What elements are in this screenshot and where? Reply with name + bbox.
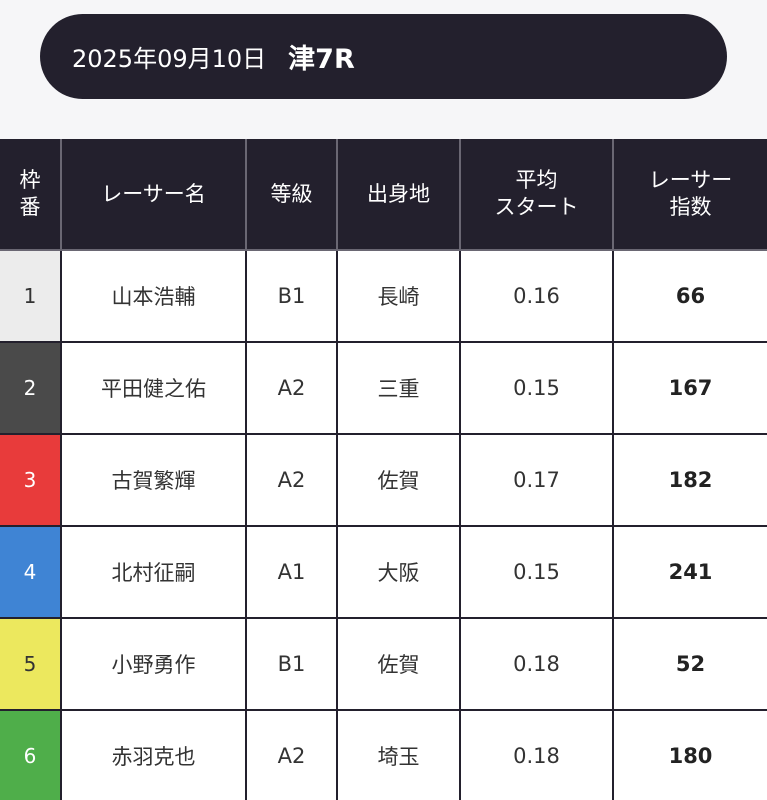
racer-table: 枠 番 レーサー名 等級 出身地 平均 スタート: [0, 139, 767, 800]
racer-name: 平田健之佑: [60, 342, 246, 435]
racer-index: 66: [612, 250, 767, 343]
header-racer-name: レーサー名: [60, 139, 246, 251]
header-racer-index-line1: レーサー: [648, 168, 733, 192]
racer-grade: B1: [245, 250, 337, 343]
header-waku: 枠 番: [0, 139, 61, 251]
racer-index: 167: [612, 342, 767, 435]
racer-grade: A2: [245, 710, 337, 800]
header-racer-name-label: レーサー名: [101, 181, 206, 206]
table-row: 6 赤羽克也 A2 埼玉 0.18 180: [0, 710, 767, 800]
header-hometown: 出身地: [336, 139, 460, 251]
race-header: 2025年09月10日 津7R: [40, 14, 727, 99]
racer-hometown: 佐賀: [336, 434, 460, 527]
header-grade: 等級: [245, 139, 337, 251]
racer-hometown: 長崎: [336, 250, 460, 343]
racer-index: 182: [612, 434, 767, 527]
racer-avg-start: 0.15: [459, 526, 613, 619]
header-avg-start: 平均 スタート: [459, 139, 613, 251]
header-racer-index-line2: 指数: [669, 195, 712, 219]
header-avg-start-line2: スタート: [494, 195, 579, 219]
race-date: 2025年09月10日: [72, 45, 267, 73]
table-row: 5 小野勇作 B1 佐賀 0.18 52: [0, 618, 767, 711]
race-name: 津7R: [288, 44, 355, 75]
racer-grade: B1: [245, 618, 337, 711]
racer-avg-start: 0.17: [459, 434, 613, 527]
racer-avg-start: 0.18: [459, 710, 613, 800]
waku-number: 4: [0, 526, 61, 619]
header-avg-start-line1: 平均: [515, 168, 558, 192]
racer-avg-start: 0.16: [459, 250, 613, 343]
racer-name: 赤羽克也: [60, 710, 246, 800]
table-header-row: 枠 番 レーサー名 等級 出身地 平均 スタート: [0, 139, 767, 251]
racer-hometown: 埼玉: [336, 710, 460, 800]
racer-table-container: 枠 番 レーサー名 等級 出身地 平均 スタート: [0, 139, 767, 800]
racer-name: 古賀繁輝: [60, 434, 246, 527]
racer-hometown: 大阪: [336, 526, 460, 619]
racer-hometown: 佐賀: [336, 618, 460, 711]
table-row: 4 北村征嗣 A1 大阪 0.15 241: [0, 526, 767, 619]
racer-name: 北村征嗣: [60, 526, 246, 619]
racer-grade: A2: [245, 434, 337, 527]
header-waku-line2: 番: [19, 195, 41, 219]
table-row: 2 平田健之佑 A2 三重 0.15 167: [0, 342, 767, 435]
waku-number: 2: [0, 342, 61, 435]
racer-index: 180: [612, 710, 767, 800]
table-row: 1 山本浩輔 B1 長崎 0.16 66: [0, 250, 767, 343]
header-waku-line1: 枠: [19, 168, 41, 192]
waku-number: 6: [0, 710, 61, 800]
racer-name: 小野勇作: [60, 618, 246, 711]
header-grade-label: 等級: [270, 181, 313, 206]
waku-number: 5: [0, 618, 61, 711]
racer-grade: A1: [245, 526, 337, 619]
header-hometown-label: 出身地: [367, 181, 430, 206]
racer-index: 241: [612, 526, 767, 619]
racer-grade: A2: [245, 342, 337, 435]
waku-number: 1: [0, 250, 61, 343]
table-row: 3 古賀繁輝 A2 佐賀 0.17 182: [0, 434, 767, 527]
racer-hometown: 三重: [336, 342, 460, 435]
header-racer-index: レーサー 指数: [612, 139, 767, 251]
waku-number: 3: [0, 434, 61, 527]
racer-avg-start: 0.15: [459, 342, 613, 435]
racer-index: 52: [612, 618, 767, 711]
racer-name: 山本浩輔: [60, 250, 246, 343]
racer-avg-start: 0.18: [459, 618, 613, 711]
